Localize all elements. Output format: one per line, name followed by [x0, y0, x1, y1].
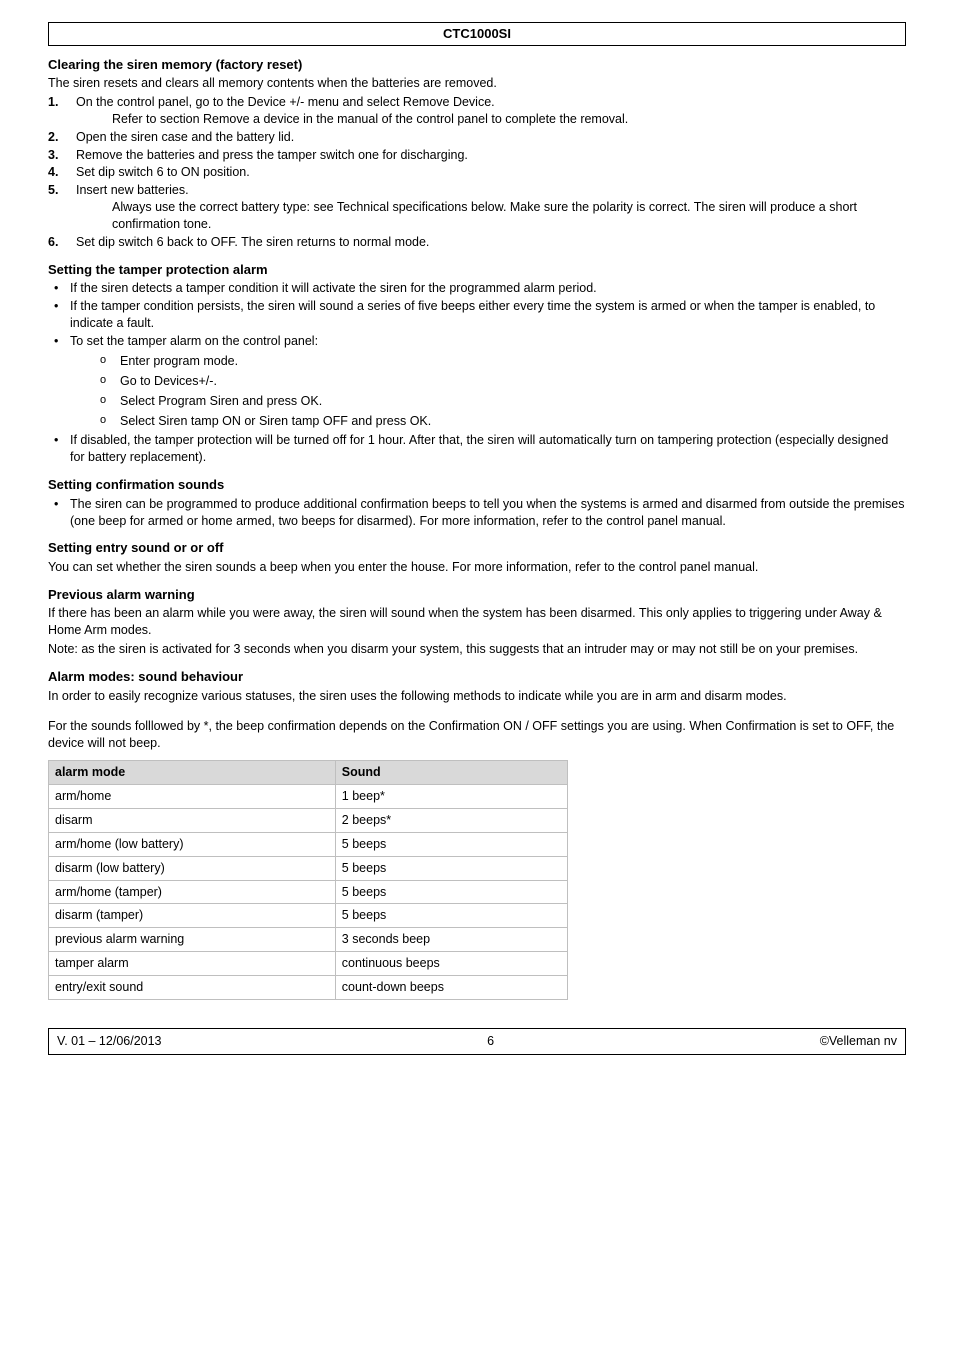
table-row: previous alarm warning3 seconds beep — [49, 928, 568, 952]
table-row: tamper alarmcontinuous beeps — [49, 952, 568, 976]
table-cell: 5 beeps — [335, 880, 567, 904]
item-text: To set the tamper alarm on the control p… — [70, 334, 318, 348]
footer-right: ©Velleman nv — [820, 1033, 897, 1050]
list-item: Go to Devices+/-. — [92, 373, 906, 390]
table-cell: 3 seconds beep — [335, 928, 567, 952]
list-item: 2.Open the siren case and the battery li… — [48, 129, 906, 146]
table-cell: 5 beeps — [335, 904, 567, 928]
table-header: Sound — [335, 761, 567, 785]
list-item: If the tamper condition persists, the si… — [48, 298, 906, 332]
table-cell: entry/exit sound — [49, 976, 336, 1000]
list-item: If disabled, the tamper protection will … — [48, 432, 906, 466]
page-footer: V. 01 – 12/06/2013 6 ©Velleman nv — [48, 1028, 906, 1055]
table-cell: 2 beeps* — [335, 808, 567, 832]
step-cont: Refer to section Remove a device in the … — [80, 111, 906, 128]
footer-center: 6 — [162, 1033, 820, 1050]
body-text: You can set whether the siren sounds a b… — [48, 559, 906, 576]
list-item: Enter program mode. — [92, 353, 906, 370]
section-title: Setting confirmation sounds — [48, 476, 906, 494]
body-text: For the sounds folllowed by *, the beep … — [48, 718, 906, 752]
table-cell: 1 beep* — [335, 785, 567, 809]
table-cell: disarm (tamper) — [49, 904, 336, 928]
sub-list: Enter program mode. Go to Devices+/-. Se… — [92, 353, 906, 430]
footer-left: V. 01 – 12/06/2013 — [57, 1033, 162, 1050]
table-row: arm/home (tamper)5 beeps — [49, 880, 568, 904]
step-text: On the control panel, go to the Device +… — [76, 95, 495, 109]
list-item: 5.Insert new batteries.Always use the co… — [48, 182, 906, 233]
table-cell: arm/home — [49, 785, 336, 809]
table-cell: 5 beeps — [335, 832, 567, 856]
table-row: arm/home (low battery)5 beeps — [49, 832, 568, 856]
step-text: Set dip switch 6 to ON position. — [76, 165, 250, 179]
list-item: 1.On the control panel, go to the Device… — [48, 94, 906, 128]
step-cont: Always use the correct battery type: see… — [80, 199, 906, 233]
table-cell: continuous beeps — [335, 952, 567, 976]
step-text: Set dip switch 6 back to OFF. The siren … — [76, 235, 429, 249]
list-item: 3.Remove the batteries and press the tam… — [48, 147, 906, 164]
step-text: Insert new batteries. — [76, 183, 189, 197]
list-item: Select Program Siren and press OK. — [92, 393, 906, 410]
list-item: If the siren detects a tamper condition … — [48, 280, 906, 297]
list-item: 6.Set dip switch 6 back to OFF. The sire… — [48, 234, 906, 251]
section-title: Setting entry sound or or off — [48, 539, 906, 557]
body-text: If there has been an alarm while you wer… — [48, 605, 906, 639]
table-header: alarm mode — [49, 761, 336, 785]
table-row: disarm (tamper)5 beeps — [49, 904, 568, 928]
table-cell: disarm (low battery) — [49, 856, 336, 880]
table-cell: arm/home (tamper) — [49, 880, 336, 904]
table-cell: arm/home (low battery) — [49, 832, 336, 856]
table-row: disarm (low battery)5 beeps — [49, 856, 568, 880]
body-text: The siren resets and clears all memory c… — [48, 75, 906, 92]
table-cell: tamper alarm — [49, 952, 336, 976]
body-text: In order to easily recognize various sta… — [48, 688, 906, 705]
table-cell: count-down beeps — [335, 976, 567, 1000]
table-cell: 5 beeps — [335, 856, 567, 880]
table-row: entry/exit soundcount-down beeps — [49, 976, 568, 1000]
list-item: Select Siren tamp ON or Siren tamp OFF a… — [92, 413, 906, 430]
bullet-list: If the siren detects a tamper condition … — [48, 280, 906, 466]
alarm-mode-table: alarm mode Sound arm/home1 beep*disarm2 … — [48, 760, 568, 1000]
bullet-list: The siren can be programmed to produce a… — [48, 496, 906, 530]
section-title: Setting the tamper protection alarm — [48, 261, 906, 279]
numbered-list: 1.On the control panel, go to the Device… — [48, 94, 906, 251]
body-text: Note: as the siren is activated for 3 se… — [48, 641, 906, 658]
step-text: Remove the batteries and press the tampe… — [76, 148, 468, 162]
section-title: Clearing the siren memory (factory reset… — [48, 56, 906, 74]
table-row: arm/home1 beep* — [49, 785, 568, 809]
table-header-row: alarm mode Sound — [49, 761, 568, 785]
table-row: disarm2 beeps* — [49, 808, 568, 832]
doc-header: CTC1000SI — [48, 22, 906, 46]
section-title: Previous alarm warning — [48, 586, 906, 604]
table-cell: disarm — [49, 808, 336, 832]
list-item: The siren can be programmed to produce a… — [48, 496, 906, 530]
section-title: Alarm modes: sound behaviour — [48, 668, 906, 686]
table-cell: previous alarm warning — [49, 928, 336, 952]
list-item: 4.Set dip switch 6 to ON position. — [48, 164, 906, 181]
step-text: Open the siren case and the battery lid. — [76, 130, 294, 144]
list-item: To set the tamper alarm on the control p… — [48, 333, 906, 429]
